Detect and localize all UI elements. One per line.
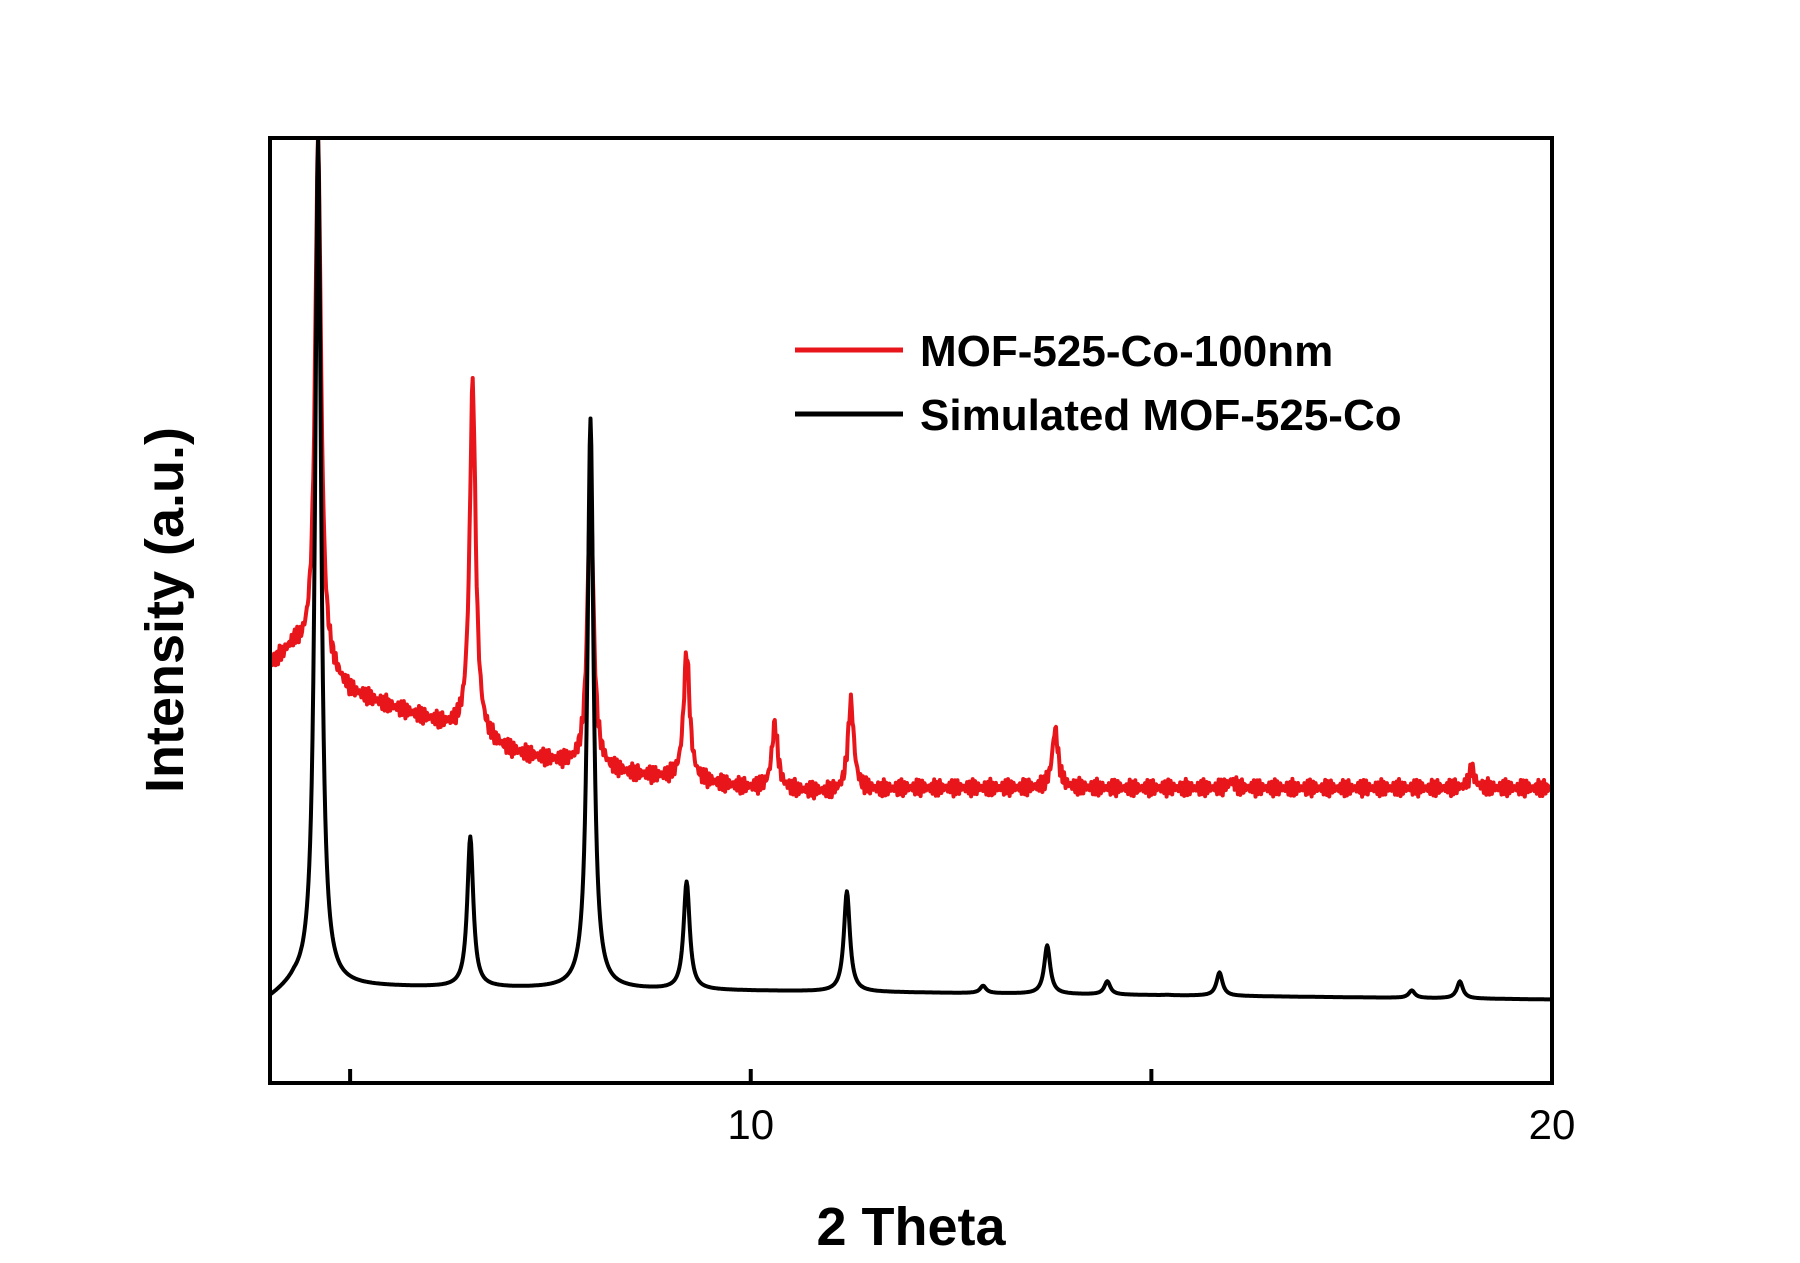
x-axis-ticks: 10 20 bbox=[348, 1069, 1576, 1148]
legend-label: Simulated MOF-525-Co bbox=[920, 391, 1402, 440]
y-axis-title: Intensity (a.u.) bbox=[135, 427, 195, 793]
legend: MOF-525-Co-100nm Simulated MOF-525-Co bbox=[795, 327, 1402, 440]
series-line-simulated bbox=[270, 138, 1552, 1002]
x-axis-title: 2 Theta bbox=[816, 1197, 1006, 1257]
legend-label: MOF-525-Co-100nm bbox=[920, 327, 1333, 376]
plot-frame bbox=[268, 136, 1554, 1085]
plot-area bbox=[270, 138, 1552, 1002]
series-line-measured bbox=[270, 138, 1552, 801]
x-tick-label: 20 bbox=[1529, 1101, 1576, 1148]
x-tick-label: 10 bbox=[727, 1101, 774, 1148]
